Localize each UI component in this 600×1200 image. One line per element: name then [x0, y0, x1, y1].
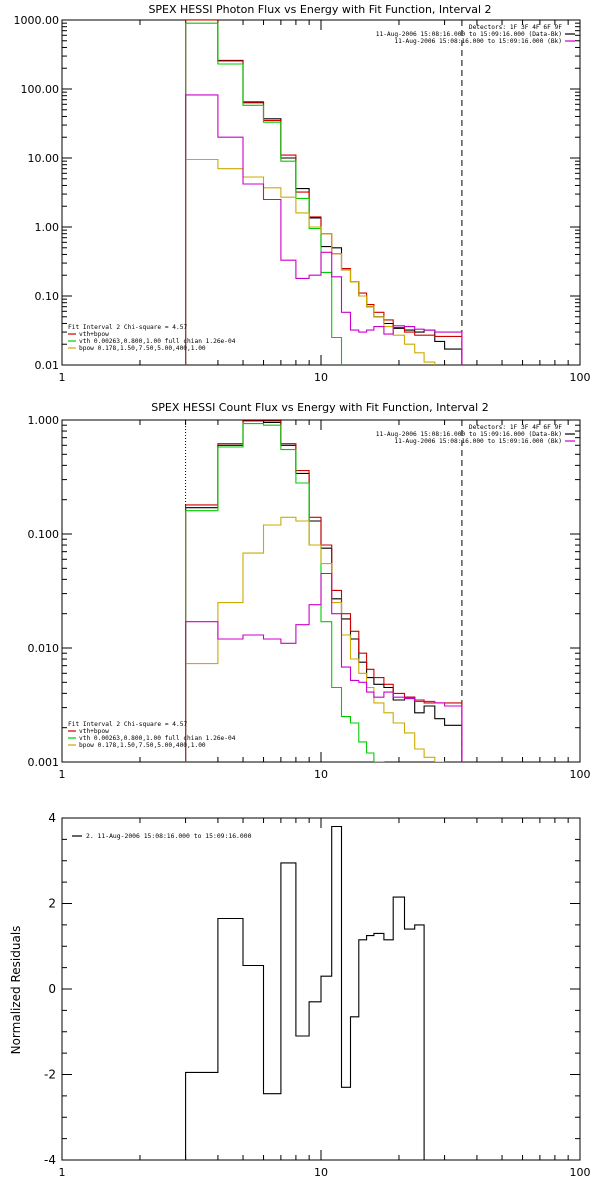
- legend-topright-text: 11-Aug-2006 15:08:16.000 to 15:09:16.000…: [376, 31, 562, 38]
- legend-topright-text: 11-Aug-2006 15:08:16.000 to 15:09:16.000…: [394, 438, 562, 445]
- x-tick-label: 1: [59, 768, 66, 781]
- x-tick-label: 100: [570, 768, 591, 781]
- legend-topright-text: Detectors: 1F 3F 4F 6F 9F: [469, 424, 562, 431]
- y-tick-label: 0.01: [35, 359, 60, 372]
- series-line-4: [185, 94, 463, 365]
- count-flux-title: SPEX HESSI Count Flux vs Energy with Fit…: [151, 401, 488, 414]
- series-line-0: [185, 420, 463, 762]
- y-tick-label: 100.00: [21, 83, 60, 96]
- y-tick-label: 0.010: [28, 642, 60, 655]
- x-tick-label: 100: [570, 371, 591, 384]
- x-tick-label: 10: [314, 768, 328, 781]
- residuals-panel: Normalized Residuals 1 10 100 4 2 0 -2 -4 2. 11-…: [9, 811, 591, 1179]
- legend-topright-text: 11-Aug-2006 15:08:16.000 to 15:09:16.000…: [394, 38, 562, 45]
- residuals-ylabel: Normalized Residuals: [9, 926, 23, 1055]
- y-tick-label: 0.100: [28, 528, 60, 541]
- legend-bottomleft-text: vth+bpow: [79, 331, 109, 338]
- photon-flux-title: SPEX HESSI Photon Flux vs Energy with Fi…: [148, 3, 491, 16]
- legend-bottomleft-text: Fit Interval 2 Chi-square = 4.57: [68, 721, 187, 728]
- y-tick-label: 0: [48, 982, 56, 996]
- y-tick-label: 1.00: [35, 221, 60, 234]
- count-flux-panel: SPEX HESSI Count Flux vs Energy with Fit…: [28, 401, 591, 781]
- series-line-2: [185, 22, 343, 365]
- y-tick-label: 0.001: [28, 756, 60, 769]
- legend-bottomleft-text: vth 0.00263,0.800,1.00 full chian 1.26e-…: [79, 338, 236, 345]
- y-tick-label: -4: [44, 1153, 56, 1167]
- legend-bottomleft-text: vth 0.00263,0.800,1.00 full chian 1.26e-…: [79, 735, 236, 742]
- photon-flux-panel: SPEX HESSI Photon Flux vs Energy with Fi…: [14, 3, 591, 384]
- y-tick-label: 10.00: [28, 152, 60, 165]
- y-tick-label: 1000.00: [14, 14, 60, 27]
- y-tick-label: -2: [44, 1068, 56, 1082]
- series-line-3: [185, 516, 446, 762]
- series-line-0: [185, 825, 425, 1160]
- x-tick-label: 1: [59, 1166, 66, 1179]
- series-line-3: [185, 158, 436, 365]
- y-tick-label: 0.10: [35, 290, 60, 303]
- y-tick-label: 4: [48, 811, 56, 825]
- y-tick-label: 1.000: [28, 414, 60, 427]
- series-line-4: [185, 572, 463, 762]
- legend-bottomleft-text: vth+bpow: [79, 728, 109, 735]
- x-tick-label: 1: [59, 371, 66, 384]
- legend-bottomleft-text: Fit Interval 2 Chi-square = 4.57: [68, 324, 187, 331]
- legend-bottomleft-text: bpow 0.178,1.50,7.50,5.00,400,1.00: [79, 742, 206, 749]
- y-tick-label: 2: [48, 897, 56, 911]
- legend-topright-text: Detectors: 1F 3F 4F 6F 9F: [469, 24, 562, 31]
- legend-topright-text: 11-Aug-2006 15:08:16.000 to 15:09:16.000…: [376, 431, 562, 438]
- x-tick-label: 100: [570, 1166, 591, 1179]
- legend-topleft-text: 2. 11-Aug-2006 15:08:16.000 to 15:09:16.…: [86, 832, 252, 840]
- x-tick-label: 10: [314, 371, 328, 384]
- x-tick-label: 10: [314, 1166, 328, 1179]
- legend-bottomleft-text: bpow 0.178,1.50,7.50,5.00,400,1.00: [79, 345, 206, 352]
